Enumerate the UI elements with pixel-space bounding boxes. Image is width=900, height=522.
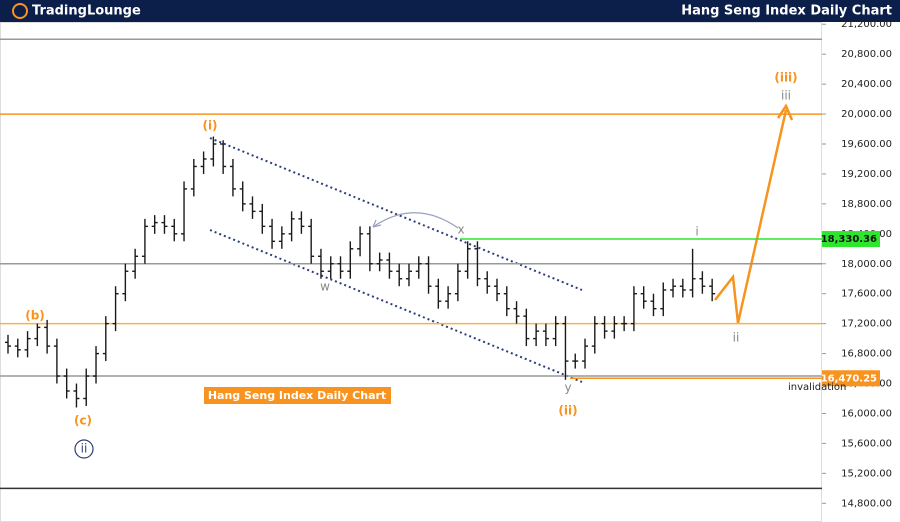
wave-label: (b) (25, 309, 45, 323)
level-label: 18,330.36 (821, 234, 877, 245)
y-tick-label: 15,600.00 (841, 438, 892, 449)
y-tick-label: 21,200.00 (841, 19, 892, 30)
plot-frame (0, 22, 822, 522)
projection (714, 109, 788, 324)
y-tick-label: 19,200.00 (841, 169, 892, 180)
wave-label: iii (781, 89, 791, 103)
curved-arrow (372, 212, 459, 229)
wave-label: (iii) (774, 71, 797, 85)
wave-circle (74, 439, 94, 459)
level-box (822, 370, 880, 387)
wave-label: ii (81, 442, 88, 456)
header-bar (0, 0, 900, 22)
y-tick-label: 14,800.00 (841, 498, 892, 509)
y-tick-label: 16,800.00 (841, 349, 892, 360)
y-tick-label: 16,000.00 (841, 408, 892, 419)
wave-label: x (457, 223, 464, 237)
wave-label: (i) (202, 119, 217, 133)
level-box (822, 231, 880, 248)
wave-label: i (695, 225, 698, 239)
wave-label: (c) (74, 414, 92, 428)
channel-lower (209, 229, 583, 383)
y-tick-label: 17,600.00 (841, 289, 892, 300)
header-title: Hang Seng Index Daily Chart (681, 4, 892, 19)
wave-label: w (320, 280, 330, 294)
logo: TradingLounge (32, 4, 141, 19)
level-label: 16,470.25 (821, 373, 877, 384)
y-tick-label: 17,200.00 (841, 319, 892, 330)
y-tick-label: 18,800.00 (841, 199, 892, 210)
y-tick-label: 20,800.00 (841, 49, 892, 60)
channel-upper (209, 137, 583, 291)
y-tick-label: 20,400.00 (841, 79, 892, 90)
annotation: invalidation (788, 382, 846, 393)
y-tick-label: 19,600.00 (841, 139, 892, 150)
wave-label: (ii) (558, 404, 577, 418)
chart-label-box (204, 387, 391, 404)
y-tick-label: 18,000.00 (841, 259, 892, 270)
chart-label: Hang Seng Index Daily Chart (208, 389, 386, 402)
logo-icon (12, 3, 28, 19)
wave-label: ii (733, 331, 740, 345)
wave-label: y (564, 381, 571, 395)
curved-arrow-head (372, 219, 382, 228)
y-tick-label: 20,000.00 (841, 109, 892, 120)
y-tick-label: 15,200.00 (841, 468, 892, 479)
